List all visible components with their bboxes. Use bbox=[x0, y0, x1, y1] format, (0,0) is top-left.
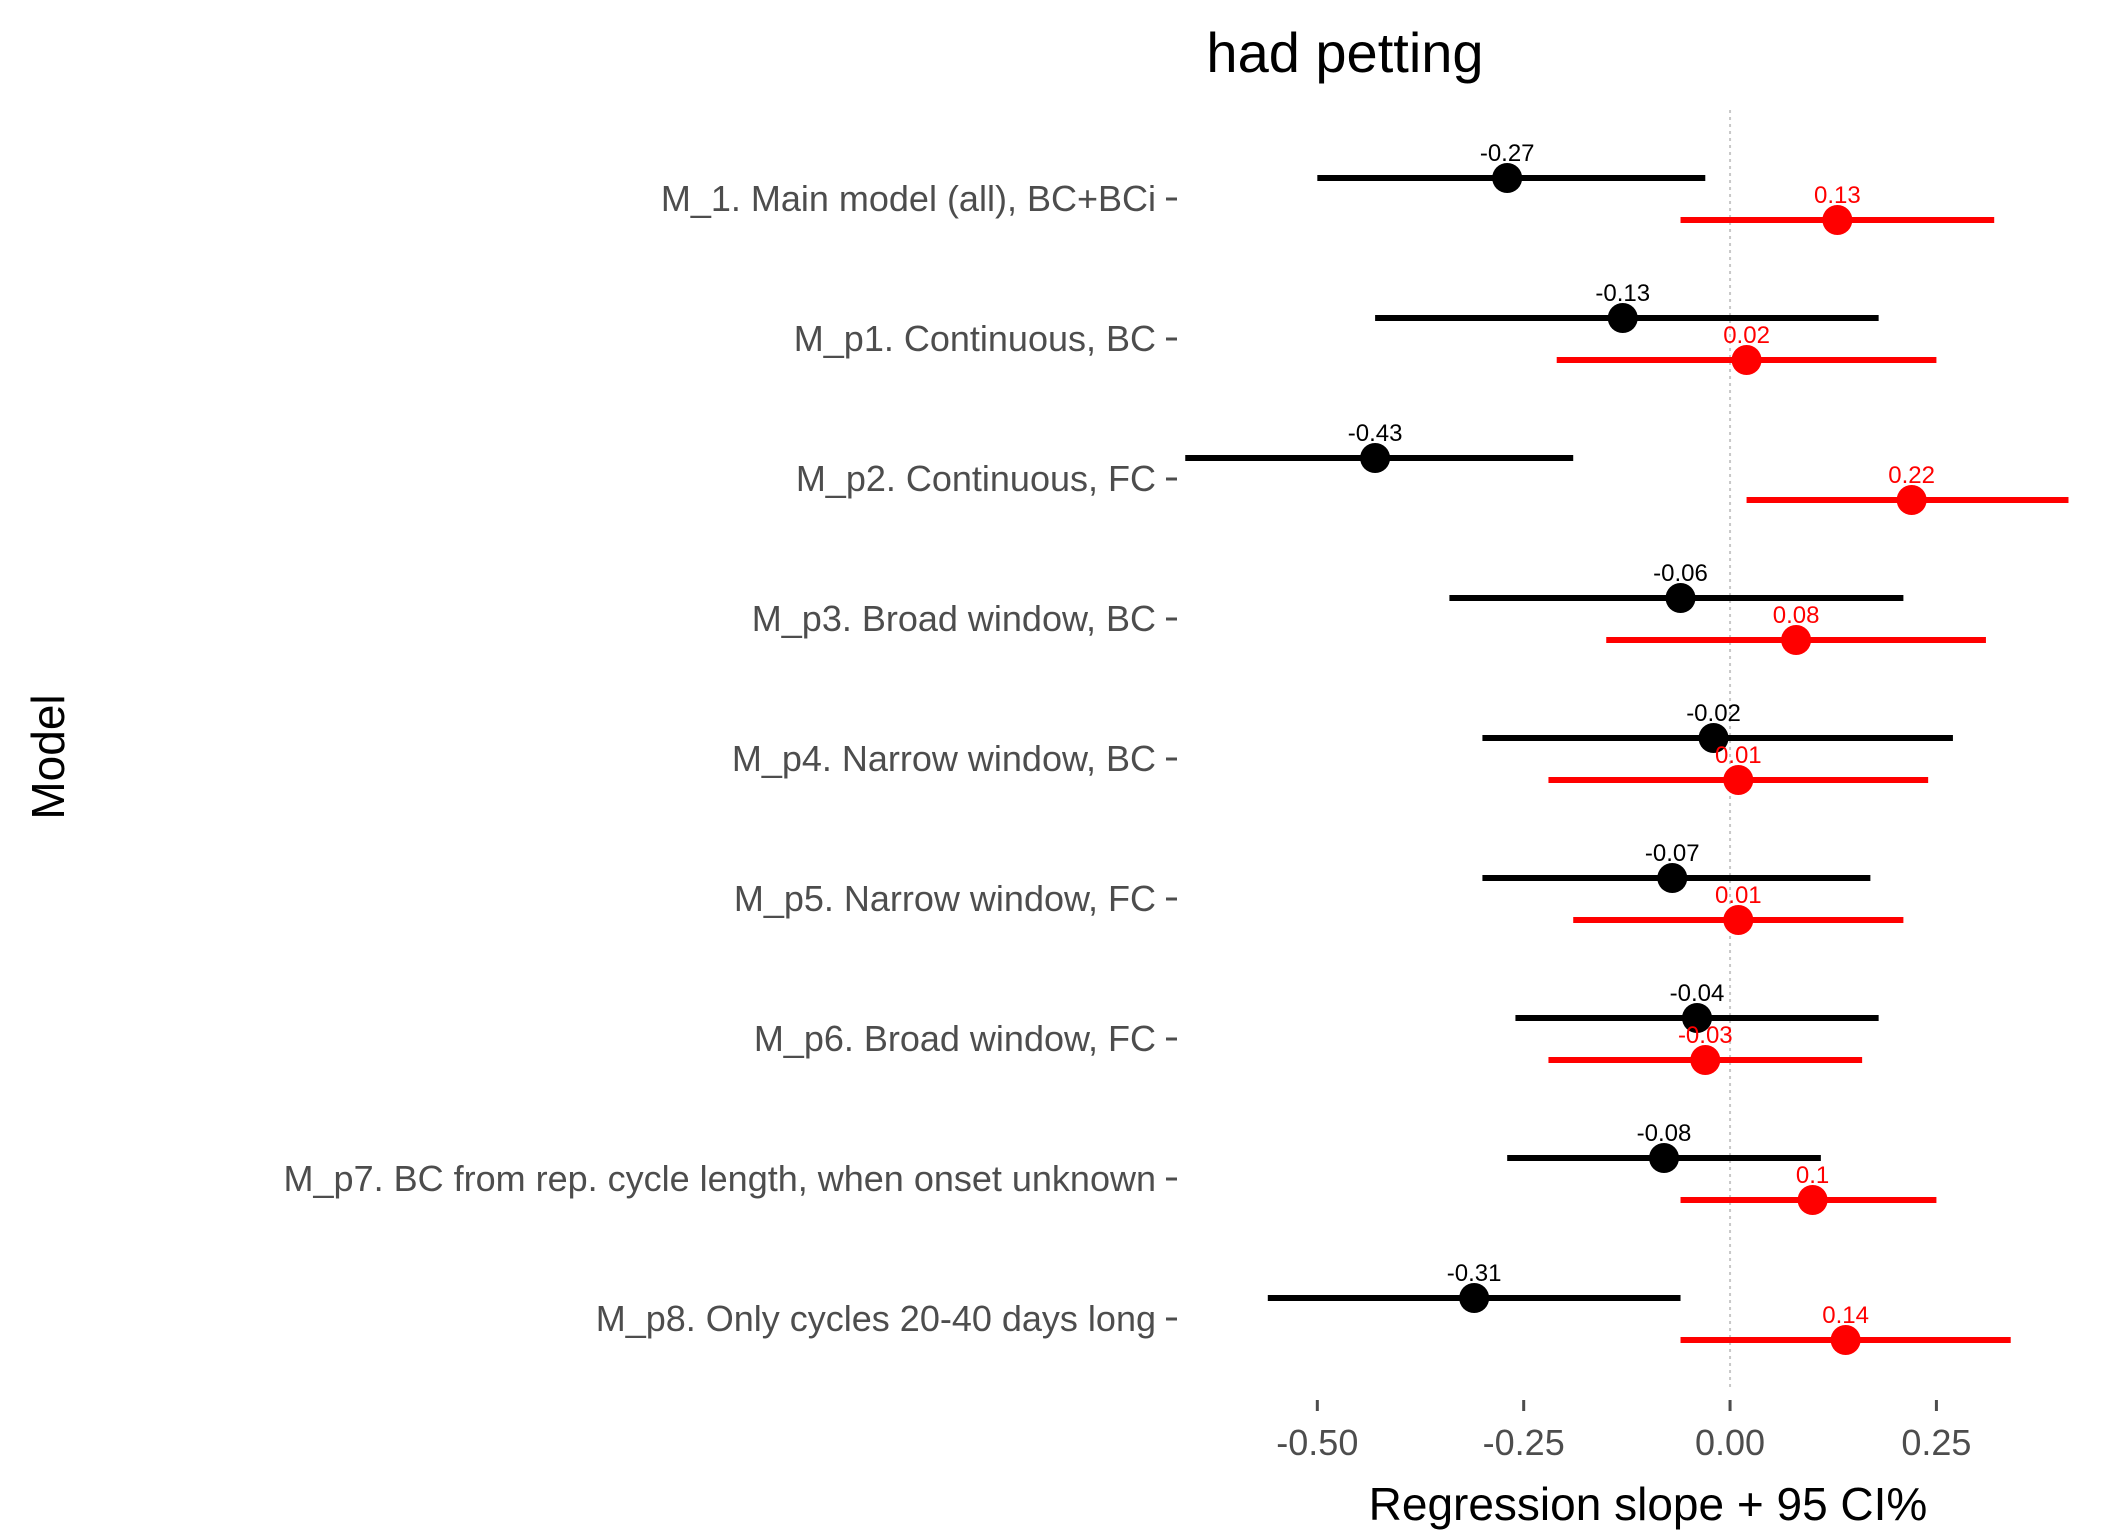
y-axis-title: Model bbox=[22, 694, 74, 819]
x-tick-label: -0.25 bbox=[1483, 1422, 1565, 1463]
estimate-point bbox=[1665, 583, 1696, 613]
estimate-label: -0.07 bbox=[1645, 840, 1700, 867]
estimate-point bbox=[1657, 863, 1688, 893]
estimate-point bbox=[1830, 1325, 1861, 1355]
x-tick-label: 0.00 bbox=[1695, 1422, 1765, 1463]
estimate-point bbox=[1492, 163, 1523, 193]
estimate-point bbox=[1723, 905, 1754, 935]
x-tick-label: 0.25 bbox=[1901, 1422, 1971, 1463]
estimate-label: -0.08 bbox=[1637, 1120, 1692, 1147]
estimate-label: 0.14 bbox=[1822, 1302, 1869, 1329]
plot-marks bbox=[1185, 163, 2069, 1355]
x-axis: -0.50 -0.25 0.00 0.25 bbox=[1276, 1400, 1971, 1463]
estimate-label: 0.1 bbox=[1796, 1162, 1829, 1189]
estimate-label: -0.04 bbox=[1670, 980, 1725, 1007]
estimate-point bbox=[1682, 1003, 1713, 1033]
chart-title: had petting bbox=[1206, 21, 1483, 84]
x-axis-title: Regression slope + 95 CI% bbox=[1369, 1478, 1928, 1530]
estimate-label: -0.06 bbox=[1653, 560, 1708, 587]
estimate-point bbox=[1896, 485, 1927, 515]
estimate-point bbox=[1459, 1283, 1490, 1313]
estimate-label: 0.01 bbox=[1715, 742, 1762, 769]
estimate-point bbox=[1649, 1143, 1680, 1173]
y-tick-label: M_p1. Continuous, BC bbox=[794, 318, 1156, 359]
category-axis: M_1. Main model (all), BC+BCi M_p1. Conti… bbox=[284, 178, 1177, 1339]
y-tick-label: M_1. Main model (all), BC+BCi bbox=[661, 178, 1156, 219]
estimate-point bbox=[1607, 303, 1638, 333]
estimate-point bbox=[1731, 345, 1762, 375]
estimate-point bbox=[1797, 1185, 1828, 1215]
estimate-label: 0.01 bbox=[1715, 882, 1762, 909]
estimate-label: 0.02 bbox=[1723, 322, 1770, 349]
y-tick-label: M_p2. Continuous, FC bbox=[796, 458, 1156, 499]
estimate-point bbox=[1822, 205, 1853, 235]
estimate-label: -0.03 bbox=[1678, 1022, 1733, 1049]
estimate-label: -0.02 bbox=[1686, 700, 1741, 727]
x-tick-label: -0.50 bbox=[1276, 1422, 1358, 1463]
estimate-point bbox=[1698, 723, 1729, 753]
estimate-label: 0.22 bbox=[1888, 462, 1935, 489]
estimate-label: -0.43 bbox=[1348, 420, 1403, 447]
estimate-point bbox=[1690, 1045, 1721, 1075]
estimate-label: -0.13 bbox=[1595, 280, 1650, 307]
estimate-label: -0.31 bbox=[1447, 1260, 1502, 1287]
y-tick-label: M_p5. Narrow window, FC bbox=[734, 878, 1156, 919]
estimate-label: -0.27 bbox=[1480, 140, 1535, 167]
estimate-point bbox=[1781, 625, 1812, 655]
estimate-label: 0.08 bbox=[1773, 602, 1820, 629]
y-tick-label: M_p6. Broad window, FC bbox=[754, 1018, 1156, 1059]
y-tick-label: M_p8. Only cycles 20-40 days long bbox=[596, 1298, 1156, 1339]
estimate-label: 0.13 bbox=[1814, 182, 1861, 209]
estimate-point bbox=[1360, 443, 1391, 473]
y-tick-label: M_p4. Narrow window, BC bbox=[732, 738, 1156, 779]
estimate-point bbox=[1723, 765, 1754, 795]
y-tick-label: M_p7. BC from rep. cycle length, when on… bbox=[284, 1158, 1156, 1199]
data-labels: -0.27 -0.13 -0.43 -0.06 -0.02 -0.07 -0.04 -0.08… bbox=[1348, 140, 1935, 1329]
y-tick-label: M_p3. Broad window, BC bbox=[752, 598, 1156, 639]
